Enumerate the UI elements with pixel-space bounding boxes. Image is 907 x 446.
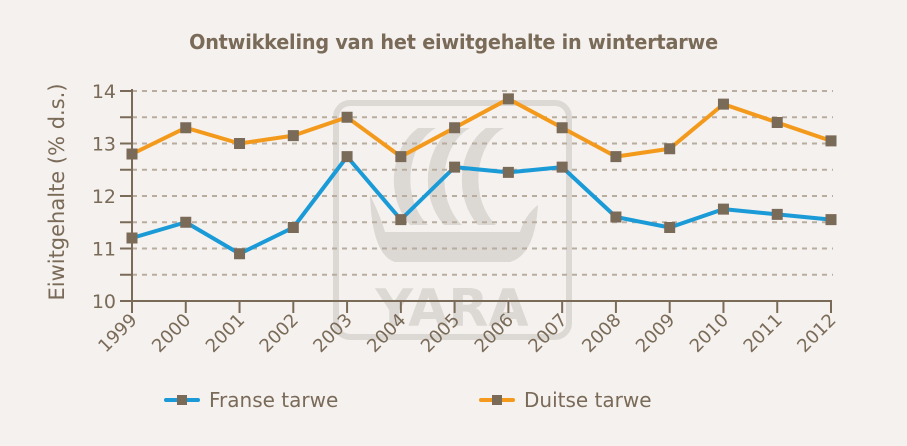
legend-label: Duitse tarwe — [524, 388, 652, 412]
data-marker — [502, 166, 514, 178]
y-tick-label: 13 — [92, 134, 116, 156]
data-marker — [610, 211, 622, 223]
x-tick-label: 2002 — [256, 310, 303, 357]
series-line — [131, 96, 832, 159]
data-marker — [341, 151, 353, 163]
data-marker — [556, 122, 568, 134]
data-marker — [341, 111, 353, 123]
x-tick-label: 2011 — [740, 310, 787, 357]
x-tick-label: 2000 — [148, 310, 195, 357]
legend-swatch-orange-icon — [479, 395, 515, 405]
data-marker — [126, 232, 138, 244]
data-marker — [717, 203, 729, 215]
data-marker — [395, 151, 407, 163]
y-tick-label: 10 — [92, 291, 116, 313]
data-marker — [502, 93, 514, 105]
x-tick-label: 2012 — [793, 310, 840, 357]
series-line — [131, 154, 832, 256]
data-marker — [234, 138, 246, 149]
data-marker — [180, 216, 192, 228]
data-marker — [126, 148, 138, 160]
yara-watermark-icon: YARA — [333, 100, 572, 340]
x-tick-label: 2009 — [632, 310, 679, 357]
data-marker — [287, 222, 299, 233]
x-tick-label: 2003 — [309, 310, 356, 357]
x-tick-label: 2010 — [686, 310, 733, 357]
data-marker — [610, 151, 622, 163]
y-tick-label: 14 — [92, 81, 116, 103]
legend-item-franse-tarwe: Franse tarwe — [164, 386, 338, 414]
data-marker — [717, 98, 729, 110]
y-tick-label: 11 — [92, 239, 116, 261]
data-marker — [664, 222, 676, 233]
data-marker — [180, 122, 192, 134]
x-tick-label: 1999 — [94, 310, 141, 357]
data-marker — [287, 130, 299, 142]
chart-title: Ontwikkeling van het eiwitgehalte in win… — [189, 30, 718, 54]
y-tick-label: 12 — [92, 186, 116, 208]
data-marker — [449, 161, 461, 173]
data-marker — [771, 208, 783, 220]
series-lines — [126, 93, 837, 260]
data-marker — [664, 143, 676, 155]
data-marker — [825, 214, 837, 226]
data-marker — [395, 214, 407, 226]
x-tick-label: 2001 — [202, 310, 249, 357]
data-marker — [771, 117, 783, 128]
x-tick-label: 2008 — [578, 310, 625, 357]
data-marker — [234, 248, 246, 260]
legend-swatch-blue-icon — [164, 395, 200, 405]
legend-item-duitse-tarwe: Duitse tarwe — [479, 386, 652, 414]
data-marker — [825, 135, 837, 147]
data-marker — [449, 122, 461, 134]
data-marker — [556, 161, 568, 173]
legend-label: Franse tarwe — [209, 388, 339, 412]
